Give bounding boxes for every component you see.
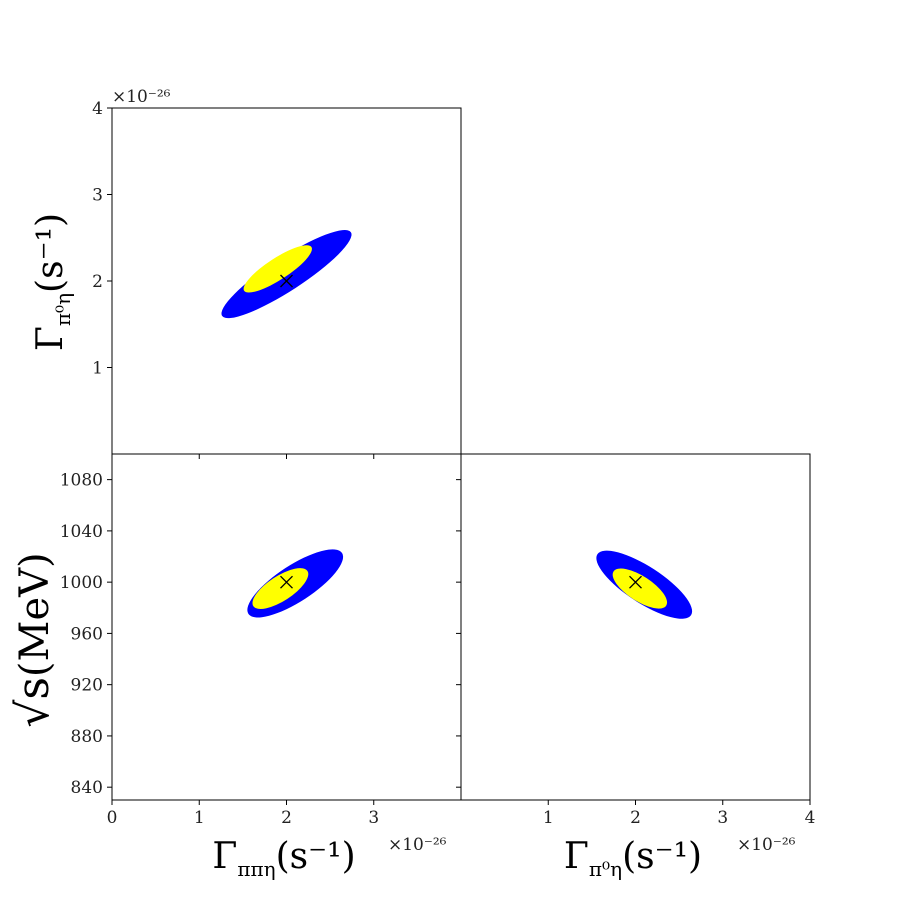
y-tick-label: 4 bbox=[92, 99, 103, 119]
xlabel-sub: π⁰η bbox=[589, 857, 622, 881]
y-tick-label: 880 bbox=[71, 727, 103, 747]
y-tick-label: 920 bbox=[71, 676, 103, 696]
y-tick-label: 3 bbox=[92, 186, 103, 206]
inner-region-shape bbox=[612, 568, 668, 609]
y-tick-label: 1040 bbox=[60, 522, 103, 542]
bottom-left-panel: 0 1 2 3 840 880 920 960 1000 1040 1080 bbox=[60, 453, 462, 828]
x-tick-label: 3 bbox=[368, 808, 379, 828]
y-multiplier-top: ×10⁻²⁶ bbox=[112, 87, 171, 107]
x-tick-label: 4 bbox=[805, 808, 816, 828]
inner-region bbox=[243, 245, 312, 293]
y-tick-label: 2 bbox=[92, 272, 103, 292]
bottom-right-panel: 1 2 3 4 bbox=[456, 453, 816, 828]
xlabel-main: Γ bbox=[564, 836, 589, 877]
best-fit-marker bbox=[280, 274, 293, 288]
x-tick-label: 3 bbox=[717, 808, 728, 828]
best-fit-marker bbox=[629, 575, 642, 589]
best-fit-marker bbox=[280, 575, 293, 589]
panel-frame bbox=[460, 453, 811, 801]
inner-region-shape bbox=[243, 245, 312, 293]
x-tick-label: 0 bbox=[107, 808, 118, 828]
x-tick-label: 1 bbox=[543, 808, 554, 828]
ylabel-sub: π⁰η bbox=[51, 293, 75, 326]
y-tick-label: 1080 bbox=[60, 471, 103, 491]
ylabel-top-left: Γπ⁰η(s⁻¹) bbox=[30, 213, 75, 351]
x-tick-label: 1 bbox=[194, 808, 205, 828]
ylabel-main: Γ bbox=[30, 326, 71, 351]
xlabel-unit: (s⁻¹) bbox=[276, 836, 356, 877]
xlabel-sub: ππη bbox=[237, 857, 275, 881]
marker-stroke-b bbox=[280, 274, 293, 288]
y-tick-label: 960 bbox=[71, 624, 103, 644]
marker-stroke-b bbox=[280, 575, 293, 589]
y-tick-label: 840 bbox=[71, 778, 103, 798]
xlabel-bottom-right: Γπ⁰η(s⁻¹) bbox=[564, 836, 702, 881]
ylabel-unit: (s⁻¹) bbox=[30, 213, 71, 293]
top-left-panel: 1 2 3 4 bbox=[92, 99, 462, 459]
ylabel-main: √s bbox=[8, 677, 59, 728]
inner-region bbox=[252, 568, 309, 609]
marker-stroke-b bbox=[629, 575, 642, 589]
ylabel-unit: (MeV) bbox=[12, 552, 58, 677]
x-tick-label: 2 bbox=[630, 808, 641, 828]
xlabel-bottom-left: Γππη(s⁻¹) bbox=[212, 836, 355, 881]
ylabel-bottom-left: √s(MeV) bbox=[8, 552, 59, 727]
xlabel-unit: (s⁻¹) bbox=[622, 836, 702, 877]
inner-region-shape bbox=[252, 568, 309, 609]
xlabel-main: Γ bbox=[212, 836, 237, 877]
y-tick-label: 1 bbox=[92, 359, 103, 379]
x-multiplier-right: ×10⁻²⁶ bbox=[737, 835, 796, 855]
x-tick-label: 2 bbox=[281, 808, 292, 828]
x-multiplier-left: ×10⁻²⁶ bbox=[388, 835, 447, 855]
y-tick-label: 1000 bbox=[60, 573, 103, 593]
inner-region bbox=[612, 568, 668, 609]
panel-frame bbox=[111, 453, 462, 801]
